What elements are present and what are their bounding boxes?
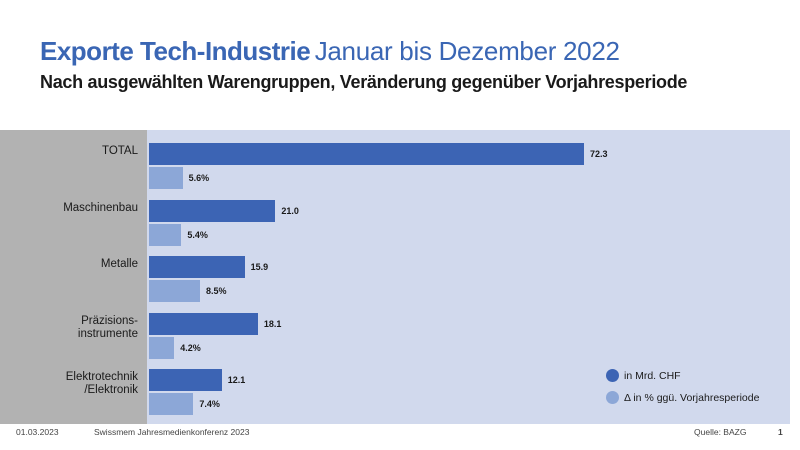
data-label-percent: 5.4%	[187, 229, 208, 240]
data-label-percent: 8.5%	[206, 286, 227, 296]
bar-percent	[149, 393, 194, 415]
legend-label-percent: Δ in % ggü. Vorjahresperiode	[624, 391, 760, 404]
bar-percent	[149, 336, 175, 359]
legend-swatch-absolute	[606, 369, 619, 382]
data-label-absolute: 18.1	[263, 318, 282, 329]
data-label-absolute: 72.3	[590, 149, 608, 159]
legend-swatch-percent	[606, 391, 619, 404]
data-label-percent: 4.2%	[180, 342, 201, 353]
footer-date: 01.03.2023	[16, 427, 59, 437]
data-label-percent: 7.4%	[199, 399, 220, 409]
category-label-column	[0, 130, 147, 424]
category-label: Elektrotechnik/Elektronik	[65, 371, 138, 396]
bar-percent	[149, 280, 200, 302]
footer-page-number: 1	[778, 427, 783, 437]
data-label-absolute: 15.9	[250, 262, 269, 272]
bar-absolute	[149, 199, 276, 222]
slide-title: Exporte Tech-Industrie Januar bis Dezemb…	[40, 36, 620, 67]
title-light: Januar bis Dezember 2022	[314, 36, 620, 66]
bar-absolute	[149, 256, 245, 278]
bar-percent	[149, 167, 183, 189]
data-label-absolute: 21.0	[281, 205, 299, 216]
category-label: Metalle	[100, 258, 138, 270]
legend-item-absolute: in Mrd. CHF	[606, 369, 681, 382]
category-label: Präzisions-instrumente	[77, 314, 138, 340]
footer-source: Quelle: BAZG	[694, 427, 747, 437]
slide-subtitle: Nach ausgewählten Warengruppen, Veränder…	[40, 72, 688, 92]
category-label: Maschinenbau	[63, 201, 138, 214]
legend-item-percent: Δ in % ggü. Vorjahresperiode	[606, 391, 759, 404]
bar-absolute	[149, 369, 222, 391]
bar-absolute	[149, 312, 258, 335]
title-strong: Exporte Tech-Industrie	[40, 36, 311, 66]
bar-percent	[149, 223, 182, 246]
data-label-percent: 5.6%	[188, 173, 210, 183]
data-label-absolute: 12.1	[227, 375, 246, 385]
legend-label-absolute: in Mrd. CHF	[624, 369, 681, 382]
category-label: TOTAL	[102, 145, 138, 157]
bar-absolute	[149, 143, 584, 165]
footer-event: Swissmem Jahresmedienkonferenz 2023	[94, 427, 250, 437]
